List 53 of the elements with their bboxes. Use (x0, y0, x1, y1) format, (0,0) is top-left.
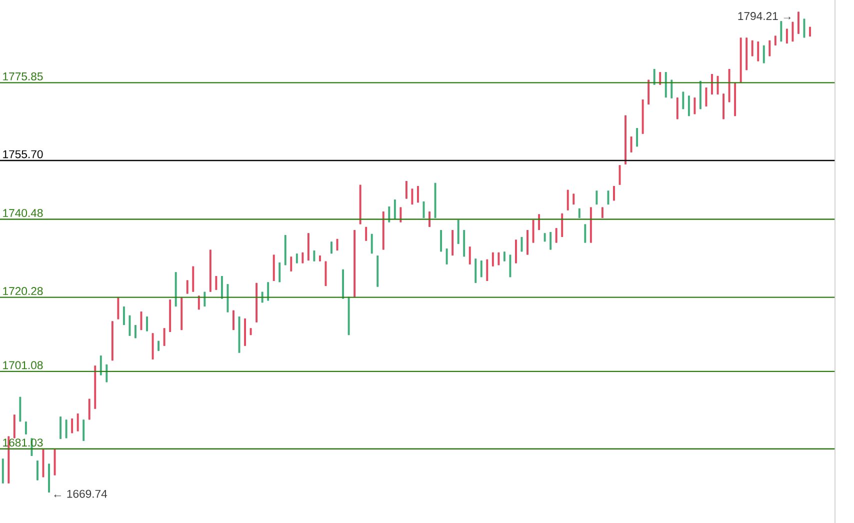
candlestick (694, 97, 696, 115)
candlestick (555, 228, 558, 244)
candlestick (676, 97, 678, 120)
candlestick (584, 224, 586, 244)
candlestick (492, 252, 494, 267)
candlestick (71, 418, 74, 434)
candlestick (440, 230, 442, 252)
candlestick (134, 324, 136, 339)
ref-line-label: 1720.28 (3, 287, 43, 296)
ref-line-label: 1701.08 (3, 361, 43, 370)
annotation: ← 1669.74 (54, 490, 108, 498)
candlestick (636, 128, 638, 147)
candlestick (480, 260, 482, 278)
candlestick (394, 200, 396, 220)
candlestick (780, 20, 782, 42)
candlestick (36, 460, 38, 481)
candlestick (705, 87, 708, 107)
candlestick (797, 11, 800, 34)
candlestick (509, 254, 512, 278)
candlestick (186, 280, 188, 294)
candlestick (630, 136, 632, 153)
candlestick (146, 316, 148, 332)
candlestick (468, 246, 471, 265)
candlestick (163, 328, 166, 346)
candlestick (60, 416, 62, 440)
candlestick (774, 35, 776, 46)
candlestick (400, 206, 402, 223)
annotation: 1794.21 → (738, 12, 791, 20)
candlestick (13, 414, 16, 439)
candlestick (82, 419, 85, 442)
ref-line-label: 1740.48 (3, 209, 43, 218)
candlestick (688, 95, 690, 116)
candlestick (596, 190, 598, 205)
candlestick (446, 248, 448, 265)
candlestick (122, 306, 125, 326)
ref-line-label: 1775.85 (3, 72, 43, 80)
candlestick (515, 239, 517, 264)
candlestick (365, 226, 368, 242)
candlestick (24, 421, 27, 435)
candlestick (215, 276, 218, 290)
candlestick (566, 189, 569, 211)
candlestick (128, 314, 131, 336)
candlestick (411, 188, 414, 205)
candlestick (65, 419, 68, 439)
candlestick (659, 72, 662, 86)
candlestick (290, 256, 292, 272)
ref-line-label: 1755.70 (3, 150, 43, 158)
candlestick (607, 190, 610, 205)
candlestick (457, 220, 460, 244)
candlestick (532, 220, 534, 244)
candlestick (786, 28, 788, 44)
candlestick (503, 251, 506, 262)
candlestick (757, 41, 760, 62)
